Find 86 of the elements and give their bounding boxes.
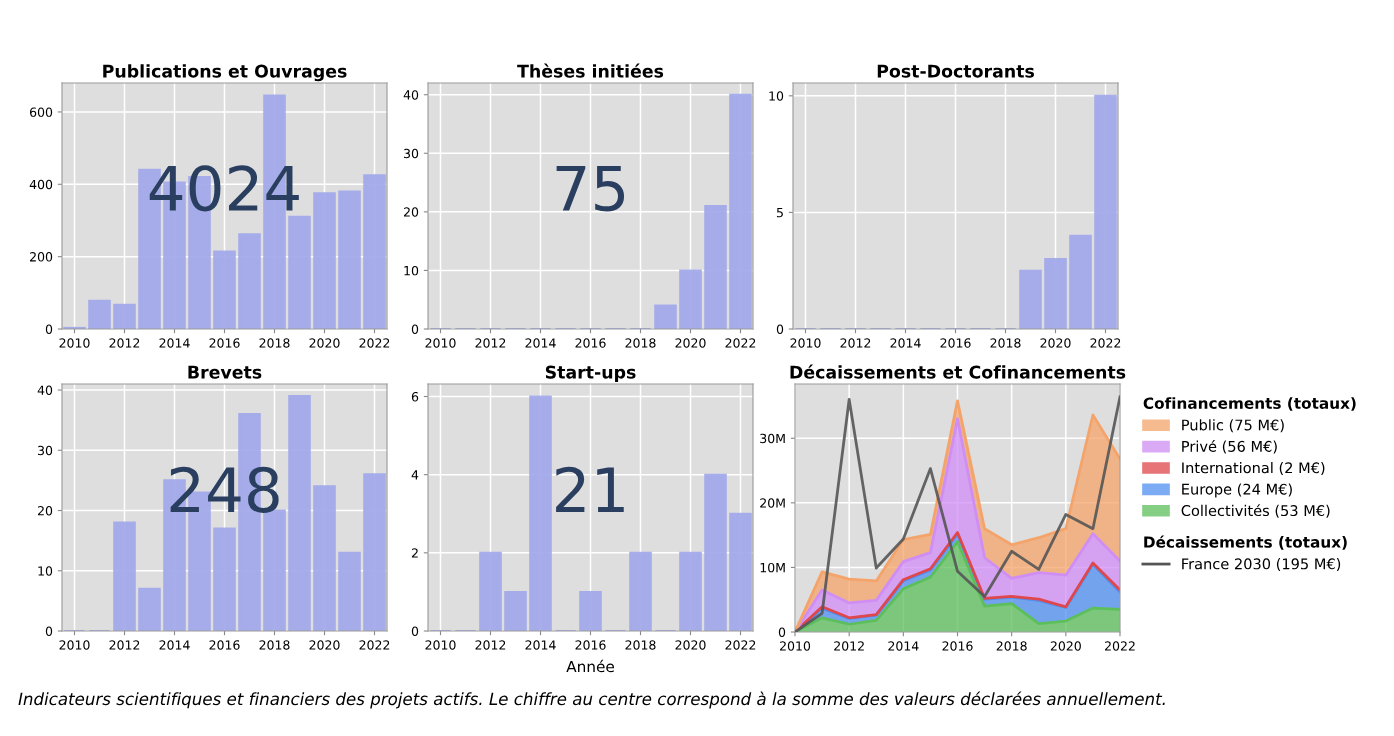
y-tick-label: 10M xyxy=(760,562,785,573)
x-tick-label: 2010 xyxy=(425,338,456,348)
x-tick-label: 2020 xyxy=(675,640,706,650)
x-tick-label: 2022 xyxy=(1105,641,1135,651)
x-tick-label: 2010 xyxy=(59,338,90,348)
x-tick-label: 2014 xyxy=(890,338,921,348)
x-tick-label: 2010 xyxy=(425,640,456,650)
x-tick-label: 2012 xyxy=(475,338,506,348)
x-tick-label: 2014 xyxy=(159,338,190,348)
x-tick-label: 2022 xyxy=(1090,338,1121,348)
legend-label: International (2 M€) xyxy=(1182,462,1325,476)
x-tick-label: 2018 xyxy=(625,338,656,348)
x-tick-label: 2018 xyxy=(990,338,1021,348)
y-tick-label: 400 xyxy=(29,179,53,190)
text: Cofinancements (totaux) xyxy=(1143,397,1356,411)
x-tick-label: 2016 xyxy=(940,338,971,348)
x-tick-label: 2010 xyxy=(59,640,90,650)
y-tick-label: 20 xyxy=(403,207,419,217)
x-tick-label: 2012 xyxy=(840,338,871,348)
x-tick-label: 2022 xyxy=(359,338,390,348)
x-tick-label: 2014 xyxy=(888,641,919,651)
x-tick-label: 2018 xyxy=(259,640,290,650)
x-tick-label: 2016 xyxy=(575,338,606,348)
x-tick-label: 2016 xyxy=(209,640,240,650)
x-tick-label: 2012 xyxy=(475,640,506,650)
y-tick-label: 0 xyxy=(45,324,53,334)
x-tick-label: 2010 xyxy=(780,641,811,651)
x-tick-label: 2020 xyxy=(1040,338,1071,348)
x-tick-label: 2012 xyxy=(834,641,864,651)
text: Décaissements (totaux) xyxy=(1144,535,1347,550)
annotation: 248 xyxy=(170,466,279,513)
chart-title: Thèses initiées xyxy=(517,63,664,78)
x-tick-label: 2012 xyxy=(109,640,140,650)
annotation: 75 xyxy=(556,166,625,212)
x-tick-label: 2020 xyxy=(309,338,340,348)
legend-label: Public (75 M€) xyxy=(1182,419,1284,433)
y-tick-label: 5 xyxy=(776,208,783,218)
chart-title: Start-ups xyxy=(545,365,636,383)
y-tick-label: 0 xyxy=(411,324,419,334)
x-tick-label: 2016 xyxy=(575,640,606,650)
text: Indicateurs scientifiques et financiers des projets actifs. Le chiffre au centre correspond à la somme des valeurs déclarées annuellement. xyxy=(18,691,1165,709)
y-tick-label: 10 xyxy=(769,91,784,101)
legend-label: Privé (56 M€) xyxy=(1182,440,1277,454)
x-tick-label: 2022 xyxy=(359,640,390,650)
y-tick-label: 20 xyxy=(37,505,53,516)
y-tick-label: 20M xyxy=(760,498,785,508)
x-tick-label: 2020 xyxy=(309,640,340,650)
y-tick-label: 10 xyxy=(38,566,53,576)
chart-title: Décaissements et Cofinancements xyxy=(790,364,1126,379)
x-tick-label: 2018 xyxy=(625,640,656,650)
chart-title: Post-Doctorants xyxy=(877,64,1034,78)
y-tick-label: 40 xyxy=(37,385,53,395)
y-tick-label: 200 xyxy=(30,252,53,262)
y-tick-label: 4 xyxy=(411,470,419,480)
annotation: 21 xyxy=(556,466,624,513)
x-tick-label: 2014 xyxy=(525,338,556,348)
y-tick-label: 6 xyxy=(411,391,419,402)
y-tick-label: 30 xyxy=(404,148,419,159)
x-axis-title: Année xyxy=(566,659,614,673)
x-tick-label: 2022 xyxy=(725,640,756,650)
x-tick-label: 2016 xyxy=(942,641,973,651)
x-tick-label: 2022 xyxy=(725,338,756,348)
x-tick-label: 2020 xyxy=(1050,641,1081,651)
x-tick-label: 2018 xyxy=(259,338,290,348)
x-tick-label: 2016 xyxy=(209,338,240,348)
y-tick-label: 0 xyxy=(778,627,786,637)
y-tick-label: 0 xyxy=(411,626,419,636)
y-tick-label: 10 xyxy=(404,265,419,276)
y-tick-label: 2 xyxy=(411,548,418,558)
chart-title: Brevets xyxy=(188,365,262,379)
chart-title: Publications et Ouvrages xyxy=(103,64,347,82)
y-tick-label: 0 xyxy=(776,324,784,334)
x-tick-label: 2014 xyxy=(525,640,556,650)
x-tick-label: 2018 xyxy=(996,641,1027,651)
y-tick-label: 30M xyxy=(760,433,785,444)
y-tick-label: 40 xyxy=(403,90,419,100)
legend-label: Collectivités (53 M€) xyxy=(1181,504,1330,518)
y-tick-label: 30 xyxy=(38,445,53,456)
y-tick-label: 0 xyxy=(45,626,53,636)
y-tick-label: 600 xyxy=(29,107,53,117)
x-tick-label: 2012 xyxy=(109,338,140,348)
legend-label: France 2030 (195 M€) xyxy=(1182,558,1341,572)
x-tick-label: 2014 xyxy=(159,640,190,650)
legend-label: Europe (24 M€) xyxy=(1182,483,1292,498)
x-tick-label: 2020 xyxy=(675,338,706,348)
x-tick-label: 2010 xyxy=(790,338,821,348)
